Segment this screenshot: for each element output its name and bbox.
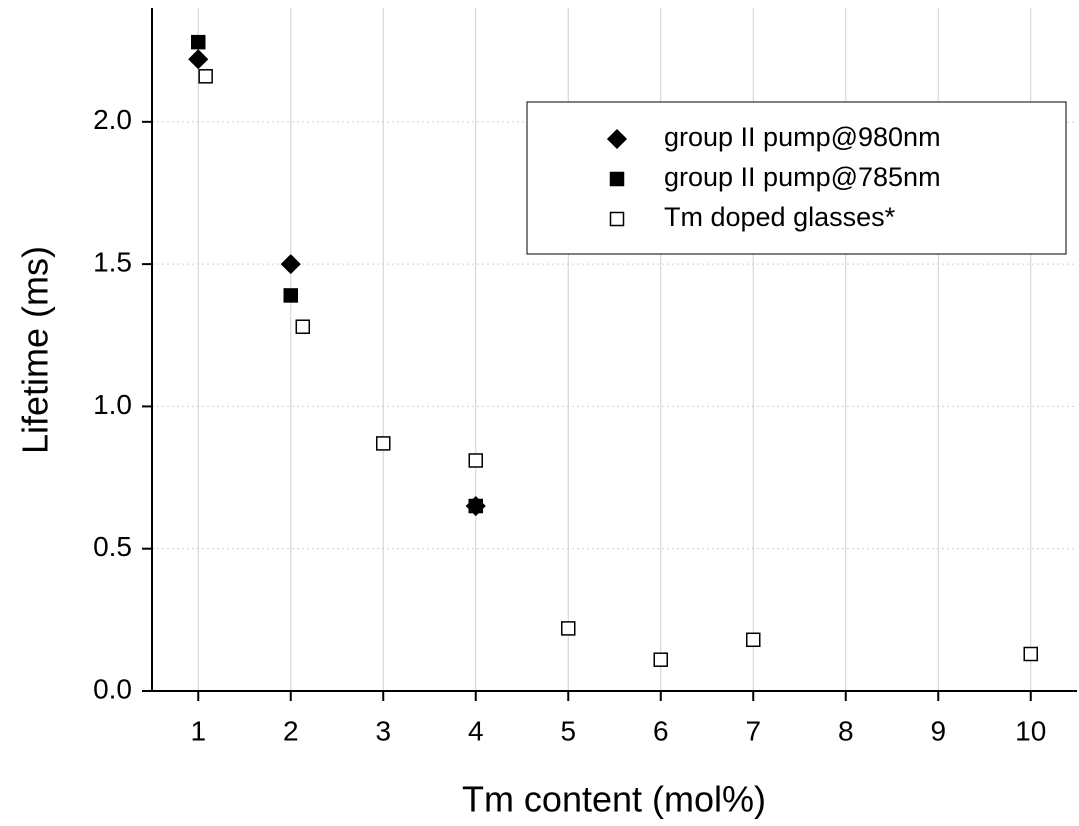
scatter-point bbox=[376, 436, 391, 451]
scatter-point bbox=[191, 34, 206, 50]
scatter-point bbox=[280, 254, 301, 275]
scatter-point bbox=[468, 498, 483, 514]
x-axis-title: Tm content (mol%) bbox=[462, 779, 766, 820]
x-tick-label: 4 bbox=[468, 715, 484, 746]
x-tick-label: 6 bbox=[653, 715, 669, 746]
x-tick-label: 3 bbox=[375, 715, 391, 746]
scatter-point bbox=[283, 288, 298, 303]
marks bbox=[188, 34, 1038, 667]
y-tick-label: 0.5 bbox=[93, 531, 132, 562]
x-tick-label: 9 bbox=[930, 715, 946, 746]
x-tick-label: 7 bbox=[745, 715, 761, 746]
legend-label: Tm doped glasses* bbox=[664, 202, 896, 232]
x-tick-label: 5 bbox=[560, 715, 576, 746]
legend-marker bbox=[606, 128, 628, 150]
scatter-point bbox=[561, 621, 576, 636]
x-tick-label: 2 bbox=[283, 715, 299, 746]
legend-marker bbox=[609, 211, 625, 227]
y-tick-label: 1.5 bbox=[93, 247, 132, 278]
y-tick-label: 0.0 bbox=[93, 673, 132, 704]
legend-label: group II pump@980nm bbox=[664, 122, 941, 152]
y-tick-label: 1.0 bbox=[93, 389, 132, 420]
scatter-point bbox=[746, 632, 761, 648]
y-tick-label: 2.0 bbox=[93, 104, 132, 135]
x-tick-label: 8 bbox=[838, 715, 854, 746]
x-tick-label: 1 bbox=[190, 715, 206, 746]
legend-label: group II pump@785nm bbox=[664, 162, 941, 192]
y-axis-title: Lifetime (ms) bbox=[15, 246, 56, 454]
scatter-point bbox=[1023, 646, 1038, 662]
legend-marker bbox=[609, 171, 625, 187]
scatter-point bbox=[295, 319, 311, 334]
scatter-point bbox=[653, 652, 668, 667]
scatter-point bbox=[188, 49, 209, 70]
scatter-point bbox=[198, 69, 213, 84]
legend: group II pump@980nm group II pump@785nm Tm… bbox=[526, 101, 1067, 255]
scatter-point bbox=[468, 453, 483, 468]
x-tick-label: 10 bbox=[1015, 715, 1046, 746]
